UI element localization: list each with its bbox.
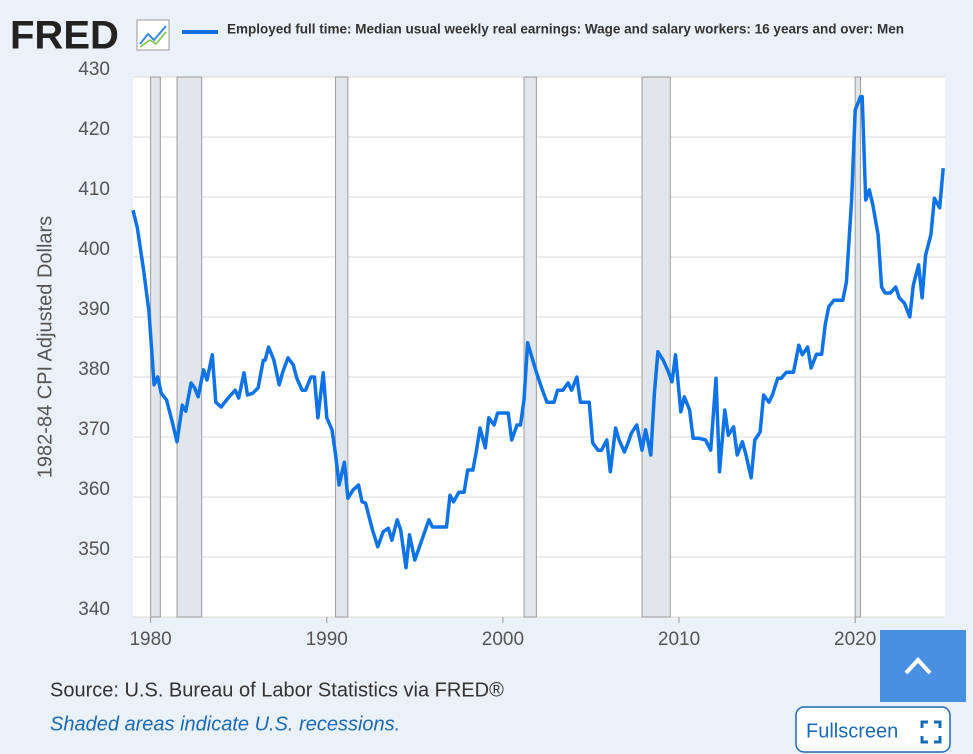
recession-band xyxy=(176,76,203,618)
y-tick-label: 370 xyxy=(78,419,110,440)
y-tick-label: 390 xyxy=(78,299,110,320)
fullscreen-label[interactable]: Fullscreen xyxy=(806,720,898,742)
recession-band xyxy=(335,76,349,618)
y-tick-label: 430 xyxy=(78,59,110,80)
fullscreen-button[interactable]: Fullscreen xyxy=(795,706,951,753)
x-tick-label: 2000 xyxy=(482,629,524,650)
recession-band xyxy=(641,76,671,618)
scroll-top-button[interactable] xyxy=(880,630,966,702)
y-tick-label: 400 xyxy=(78,239,110,260)
x-tick-label: 1990 xyxy=(306,629,348,650)
legend-label: Employed full time: Median usual weekly … xyxy=(227,22,904,37)
y-tick-label: 360 xyxy=(78,479,110,500)
y-tick-label: 410 xyxy=(78,179,110,200)
y-tick-label: 380 xyxy=(78,359,110,380)
x-tick-label: 2010 xyxy=(658,629,700,650)
source: Source: U.S. Bureau of Labor Statistics … xyxy=(50,679,504,701)
y-tick-label: 350 xyxy=(78,539,110,560)
y-axis-label: 1982-84 CPI Adjusted Dollars xyxy=(34,216,56,478)
x-tick-label: 1980 xyxy=(129,629,171,650)
plot-layer xyxy=(131,76,945,623)
logo: FRED xyxy=(10,14,119,58)
series-line xyxy=(131,95,945,570)
recession-band xyxy=(854,76,861,618)
y-tick-label: 420 xyxy=(78,119,110,140)
x-tick-label: 2020 xyxy=(834,629,876,650)
logo-icon xyxy=(136,19,170,51)
y-tick-label: 340 xyxy=(78,599,110,620)
note: Shaded areas indicate U.S. recessions. xyxy=(50,713,400,735)
